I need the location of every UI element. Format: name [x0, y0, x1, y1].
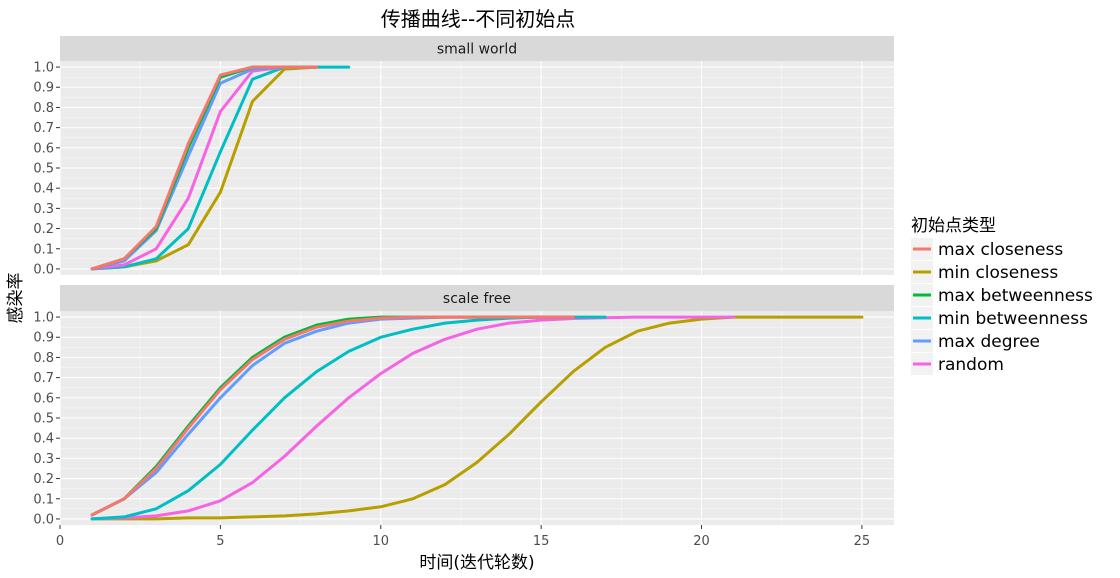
x-tick-label: 10: [372, 534, 389, 549]
x-tick-label: 5: [216, 534, 224, 549]
y-tick-label: 0.8: [33, 101, 54, 116]
legend: 初始点类型 max closeness min closeness max betw…: [911, 216, 1093, 375]
series-line-max-closeness: [90, 315, 575, 517]
legend-item-random: random: [911, 353, 1004, 375]
chart-title: 传播曲线--不同初始点: [381, 7, 575, 31]
legend-item-max-betweenness: max betweenness: [911, 284, 1093, 306]
strip-label: scale free: [443, 291, 511, 307]
y-tick-label: 0.1: [33, 242, 54, 257]
y-tick-label: 0.9: [33, 331, 54, 346]
legend-label: min closeness: [938, 263, 1058, 283]
series-line-max-closeness: [90, 65, 319, 271]
series-line-random: [90, 315, 736, 521]
panel-scale-free: scale free 0.0 0.1 0.2 0.3 0.4 0.5 0.6 0.7 0.8 0.9…: [33, 285, 894, 549]
legend-item-min-betweenness: min betweenness: [911, 307, 1088, 329]
x-tick-label: 0: [56, 534, 64, 549]
legend-item-min-closeness: min closeness: [911, 261, 1058, 283]
y-tick-label: 0.4: [33, 432, 54, 447]
y-tick-label: 1.0: [33, 311, 54, 326]
y-tick-label: 1.0: [33, 61, 54, 76]
y-tick-label: 0.4: [33, 182, 54, 197]
y-tick-label: 0.0: [33, 512, 54, 527]
y-tick-label: 0.7: [33, 121, 54, 136]
panel-small-world: small world 0.0 0.1 0.2 0.3 0.4 0.5 0.6 0.7 0.8 0.…: [33, 36, 894, 277]
legend-label: random: [938, 355, 1004, 375]
x-tick-label: 25: [854, 534, 871, 549]
y-axis-title: 感染率: [6, 273, 26, 324]
y-tick-label: 0.3: [33, 452, 54, 467]
strip-background: [60, 285, 894, 311]
y-tick-label: 0.6: [33, 141, 54, 156]
y-tick-label: 0.5: [33, 412, 54, 427]
legend-title: 初始点类型: [911, 216, 996, 236]
y-tick-label: 0.7: [33, 371, 54, 386]
legend-label: max closeness: [938, 240, 1063, 260]
y-tick-label: 0.3: [33, 202, 54, 217]
y-tick-label: 0.2: [33, 472, 54, 487]
legend-label: max betweenness: [938, 286, 1093, 306]
legend-label: max degree: [938, 332, 1040, 352]
y-tick-label: 0.6: [33, 391, 54, 406]
strip-label: small world: [437, 42, 517, 58]
x-axis-title: 时间(迭代轮数): [419, 553, 534, 573]
y-tick-label: 0.0: [33, 262, 54, 277]
x-tick-label: 20: [693, 534, 710, 549]
y-tick-label: 0.8: [33, 351, 54, 366]
legend-item-max-closeness: max closeness: [911, 238, 1063, 260]
x-tick-label: 15: [533, 534, 550, 549]
strip-background: [60, 36, 894, 61]
legend-item-max-degree: max degree: [911, 330, 1040, 352]
y-tick-label: 0.2: [33, 222, 54, 237]
y-tick-label: 0.9: [33, 81, 54, 96]
legend-label: min betweenness: [938, 309, 1088, 329]
y-tick-label: 0.1: [33, 492, 54, 507]
y-tick-label: 0.5: [33, 162, 54, 177]
